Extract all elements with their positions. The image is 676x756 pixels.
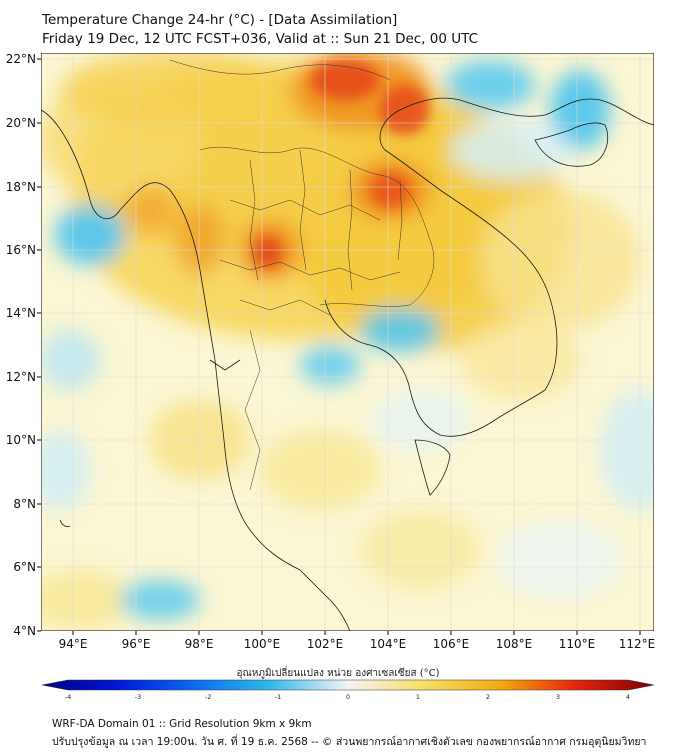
lon-label-98: 98°E bbox=[185, 637, 214, 651]
colorbar-tick: -2 bbox=[205, 693, 211, 700]
colorbar-tick: 1 bbox=[416, 693, 420, 700]
lat-label-20: 20°N bbox=[6, 116, 36, 130]
colorbar-tick: -4 bbox=[65, 693, 71, 700]
colorbar-tick: 2 bbox=[486, 693, 490, 700]
colorbar: -4 -3 -2 -1 0 1 2 3 4 bbox=[41, 679, 655, 700]
lat-label-18: 18°N bbox=[6, 180, 36, 194]
colorbar-gradient bbox=[41, 679, 655, 691]
lon-label-110: 110°E bbox=[559, 637, 596, 651]
lat-label-8: 8°N bbox=[13, 497, 36, 511]
lon-label-104: 104°E bbox=[370, 637, 407, 651]
colorbar-label: อุณหภูมิเปลี่ยนแปลง หน่วย องศาเซลเซียส (… bbox=[236, 668, 440, 679]
lon-label-96: 96°E bbox=[122, 637, 151, 651]
lon-label-106: 106°E bbox=[433, 637, 470, 651]
lat-label-6: 6°N bbox=[13, 560, 36, 574]
footer-update-info: ปรับปรุงข้อมูล ณ เวลา 19:00น. วัน ศ. ที่… bbox=[52, 736, 647, 748]
lon-label-108: 108°E bbox=[496, 637, 533, 651]
footer-domain-info: WRF-DA Domain 01 :: Grid Resolution 9km … bbox=[52, 718, 312, 730]
lat-label-16: 16°N bbox=[6, 243, 36, 257]
lat-label-4: 4°N bbox=[13, 624, 36, 638]
temperature-change-map: 22°N 20°N 18°N 16°N 14°N 12°N 10°N 8°N 6… bbox=[6, 52, 656, 700]
lon-label-100: 100°E bbox=[244, 637, 281, 651]
lon-label-94: 94°E bbox=[59, 637, 88, 651]
coastline bbox=[41, 97, 654, 631]
colorbar-tick: -3 bbox=[135, 693, 141, 700]
lat-label-10: 10°N bbox=[6, 433, 36, 447]
colorbar-tick: 3 bbox=[556, 693, 560, 700]
colorbar-tick: 4 bbox=[626, 693, 630, 700]
lat-label-14: 14°N bbox=[6, 306, 36, 320]
colorbar-tick: 0 bbox=[346, 693, 350, 700]
temperature-field bbox=[41, 53, 654, 631]
lon-label-102: 102°E bbox=[307, 637, 344, 651]
colorbar-tick: -1 bbox=[275, 693, 281, 700]
lon-label-112: 112°E bbox=[619, 637, 656, 651]
map-subtitle: Friday 19 Dec, 12 UTC FCST+036, Valid at… bbox=[42, 31, 479, 47]
lat-label-12: 12°N bbox=[6, 370, 36, 384]
lat-label-22: 22°N bbox=[6, 52, 36, 66]
admin-borders bbox=[169, 59, 435, 491]
map-title: Temperature Change 24-hr (°C) - [Data As… bbox=[42, 12, 398, 28]
